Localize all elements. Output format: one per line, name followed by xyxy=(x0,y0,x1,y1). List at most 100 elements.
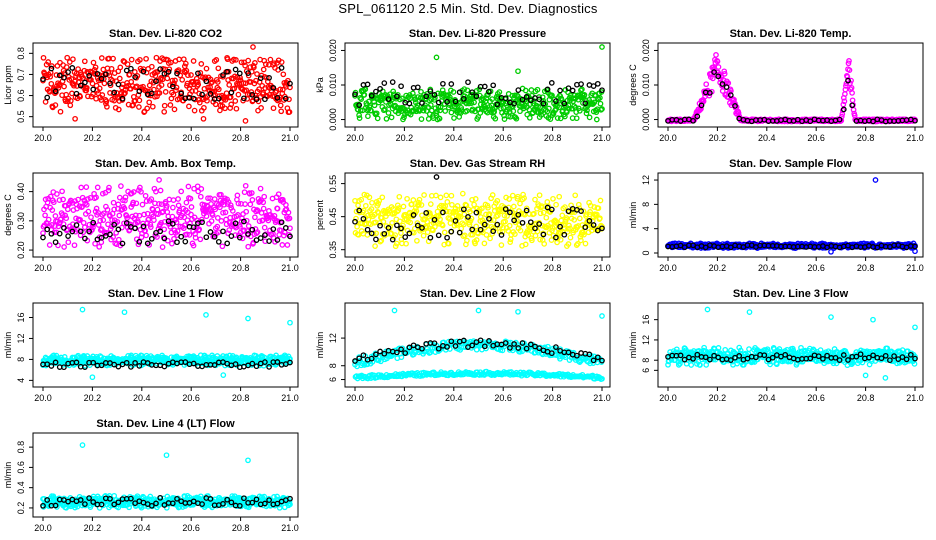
data-point xyxy=(180,56,187,63)
x-tick-label: 20.4 xyxy=(445,133,463,143)
data-point xyxy=(563,215,570,221)
x-tick-label: 20.6 xyxy=(494,133,512,143)
data-point xyxy=(543,214,550,221)
data-point xyxy=(390,88,397,95)
data-point xyxy=(197,69,204,76)
x-tick-label: 20.2 xyxy=(709,263,727,273)
y-tick-label: 8 xyxy=(16,357,26,362)
data-point xyxy=(118,183,124,189)
data-point xyxy=(442,108,449,114)
data-point xyxy=(132,225,138,232)
panel-title: Stan. Dev. Li-820 Temp. xyxy=(730,28,852,40)
data-point xyxy=(52,223,58,229)
data-point xyxy=(44,226,51,233)
data-point xyxy=(178,90,185,97)
data-point xyxy=(373,88,379,95)
data-point xyxy=(136,97,143,104)
data-point xyxy=(522,87,529,94)
x-tick-label: 21.0 xyxy=(593,263,611,273)
data-point xyxy=(243,217,250,224)
data-point xyxy=(719,81,726,87)
data-point xyxy=(522,241,529,248)
data-point xyxy=(377,222,383,229)
data-point xyxy=(199,91,205,98)
y-tick-label: 12 xyxy=(16,333,26,343)
data-point xyxy=(536,192,543,199)
y-tick-label: 0 xyxy=(641,250,651,255)
data-point xyxy=(432,94,438,101)
data-point xyxy=(444,234,450,241)
data-point xyxy=(498,208,504,215)
y-axis-label: ml/min xyxy=(3,332,13,359)
data-point xyxy=(714,58,721,65)
data-point xyxy=(549,227,555,234)
data-point xyxy=(242,118,249,124)
data-point xyxy=(83,87,90,94)
data-point xyxy=(242,182,249,189)
data-point xyxy=(473,209,480,216)
data-point xyxy=(136,104,142,110)
data-point xyxy=(172,77,178,84)
data-point xyxy=(836,116,843,123)
data-point xyxy=(257,185,264,192)
data-point xyxy=(353,215,359,222)
data-point xyxy=(389,79,396,85)
data-point xyxy=(713,52,719,58)
data-point xyxy=(285,209,292,216)
data-point xyxy=(115,236,122,243)
data-point xyxy=(559,212,566,219)
data-point xyxy=(140,223,147,230)
data-point xyxy=(849,97,856,104)
data-point xyxy=(364,81,371,88)
data-point xyxy=(236,234,243,241)
data-point xyxy=(122,90,128,96)
data-point xyxy=(502,218,508,225)
series-all xyxy=(352,307,605,382)
data-point xyxy=(90,219,97,226)
data-point xyxy=(89,374,96,381)
data-point xyxy=(188,204,195,210)
data-point xyxy=(196,226,203,233)
data-point xyxy=(265,217,272,224)
data-point xyxy=(515,87,522,93)
data-point xyxy=(224,240,231,247)
data-point xyxy=(116,75,123,82)
data-point xyxy=(377,238,384,245)
data-point xyxy=(381,80,388,86)
data-point xyxy=(97,217,104,224)
data-point xyxy=(245,315,251,322)
data-point xyxy=(270,105,277,112)
data-point xyxy=(479,205,485,212)
data-point xyxy=(421,192,427,198)
panel-4: Stan. Dev. Amb. Box Temp.degrees C20.0 20… xyxy=(3,158,299,273)
data-point xyxy=(84,353,91,359)
y-tick-label: 0.40 xyxy=(16,183,26,201)
data-point xyxy=(101,80,108,87)
data-point xyxy=(461,211,468,218)
data-point xyxy=(501,116,508,122)
data-point xyxy=(385,225,392,231)
data-point xyxy=(469,226,476,233)
data-point xyxy=(381,230,388,237)
x-tick-label: 20.0 xyxy=(34,263,52,273)
data-point xyxy=(706,92,713,99)
data-point xyxy=(119,95,126,102)
data-point xyxy=(845,60,852,67)
data-point xyxy=(597,215,603,222)
data-point xyxy=(459,190,466,197)
data-point xyxy=(494,221,501,228)
data-point xyxy=(410,197,417,203)
data-point xyxy=(389,220,395,226)
data-point xyxy=(193,75,200,82)
data-point xyxy=(356,207,363,214)
data-point xyxy=(224,68,231,75)
data-point xyxy=(167,102,174,108)
data-point xyxy=(546,105,552,112)
data-point xyxy=(61,74,67,81)
data-point xyxy=(64,206,71,213)
data-point xyxy=(580,208,587,215)
figure-title: SPL_061120 2.5 Min. Std. Dev. Diagnostic… xyxy=(338,1,598,16)
data-point xyxy=(433,174,440,180)
data-point xyxy=(166,66,173,73)
data-point xyxy=(398,225,404,232)
